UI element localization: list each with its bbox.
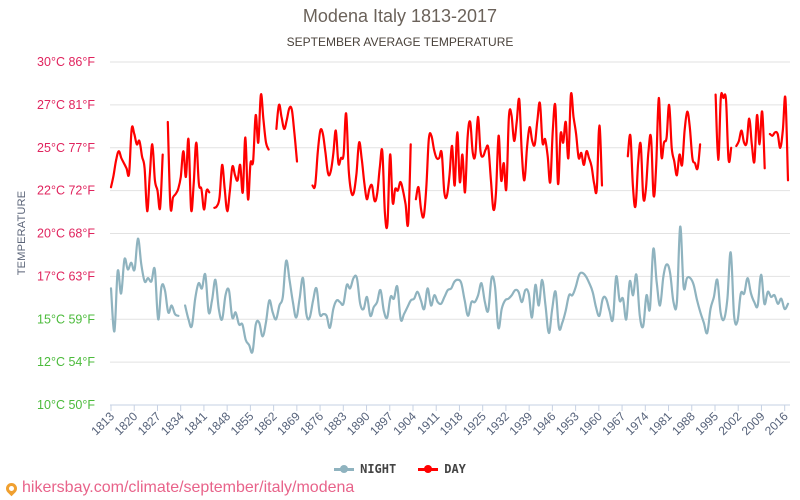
x-tick-label: 1876 — [297, 409, 326, 438]
x-tick-label: 1883 — [321, 409, 350, 438]
day-series-line — [414, 92, 604, 219]
night-series-line — [109, 237, 180, 333]
x-axis: 1813182018271834184118481855186218691876… — [88, 404, 791, 438]
x-tick-label: 1841 — [181, 409, 210, 438]
legend-item-night[interactable]: NIGHT — [334, 462, 396, 476]
x-tick-label: 1960 — [576, 409, 605, 438]
y-axis-ticks: 30°C 86°F 27°C 81°F 25°C 77°F 22°C 72°F 20°C… — [37, 55, 95, 412]
x-tick-label: 1890 — [344, 409, 373, 438]
x-tick-label: 1813 — [88, 409, 117, 438]
x-tick-label: 1855 — [228, 409, 257, 438]
series-lines — [109, 91, 790, 354]
x-tick-label: 1897 — [367, 409, 396, 438]
x-tick-label: 2016 — [762, 409, 791, 438]
legend-label-night: NIGHT — [360, 462, 397, 476]
x-tick-label: 1967 — [599, 409, 628, 438]
night-series-line — [184, 225, 790, 354]
chart-subtitle: SEPTEMBER AVERAGE TEMPERATURE — [286, 35, 514, 49]
y-tick-label: 10°C 50°F — [37, 398, 95, 412]
x-tick-label: 1974 — [623, 409, 652, 438]
day-series-line — [213, 93, 270, 213]
chart-title: Modena Italy 1813-2017 — [302, 6, 498, 26]
day-series-line — [714, 91, 733, 163]
day-series-line — [311, 112, 412, 230]
x-tick-label: 1946 — [530, 409, 559, 438]
night-line-marker-icon — [334, 464, 355, 473]
x-tick-label: 1988 — [669, 409, 698, 438]
y-tick-label: 27°C 81°F — [37, 98, 95, 112]
x-tick-label: 1953 — [553, 409, 582, 438]
x-tick-label: 1862 — [251, 409, 280, 438]
x-tick-label: 1925 — [460, 409, 489, 438]
x-tick-label: 1981 — [646, 409, 675, 438]
x-tick-label: 1932 — [483, 409, 512, 438]
x-tick-label: 1939 — [506, 409, 535, 438]
x-tick-label: 1827 — [135, 409, 164, 438]
x-tick-label: 1911 — [414, 409, 442, 437]
x-tick-label: 1869 — [274, 409, 303, 438]
day-series-line — [626, 96, 702, 209]
day-series-line — [166, 120, 211, 213]
legend: NIGHT DAY — [0, 462, 800, 476]
location-pin-icon — [3, 480, 20, 496]
y-tick-label: 25°C 77°F — [37, 141, 95, 155]
y-tick-label: 30°C 86°F — [37, 55, 95, 69]
source-url: hikersbay.com/climate/september/italy/mo… — [22, 479, 355, 496]
y-tick-label: 15°C 59°F — [37, 312, 95, 326]
day-series-line — [768, 95, 790, 182]
x-tick-label: 1918 — [437, 409, 466, 438]
y-tick-label: 12°C 54°F — [37, 355, 95, 369]
x-tick-label: 1995 — [692, 409, 721, 438]
x-tick-label: 1834 — [158, 409, 187, 438]
grid-lines — [110, 61, 790, 363]
day-series-line — [735, 110, 766, 170]
source-link[interactable]: hikersbay.com/climate/september/italy/mo… — [3, 479, 355, 497]
y-tick-label: 17°C 63°F — [37, 269, 95, 283]
legend-item-day[interactable]: DAY — [418, 462, 466, 476]
x-tick-label: 1904 — [390, 409, 419, 438]
x-tick-label: 2009 — [739, 409, 768, 438]
day-series-line — [275, 103, 299, 163]
x-tick-label: 1820 — [112, 409, 141, 438]
day-series-line — [109, 125, 164, 213]
x-tick-label: 2002 — [716, 409, 745, 438]
day-line-marker-icon — [418, 464, 439, 473]
y-tick-label: 22°C 72°F — [37, 184, 95, 198]
y-tick-label: 20°C 68°F — [37, 227, 95, 241]
x-tick-label: 1848 — [204, 409, 233, 438]
legend-label-day: DAY — [444, 462, 466, 476]
y-axis-label: TEMPERATURE — [16, 191, 28, 276]
